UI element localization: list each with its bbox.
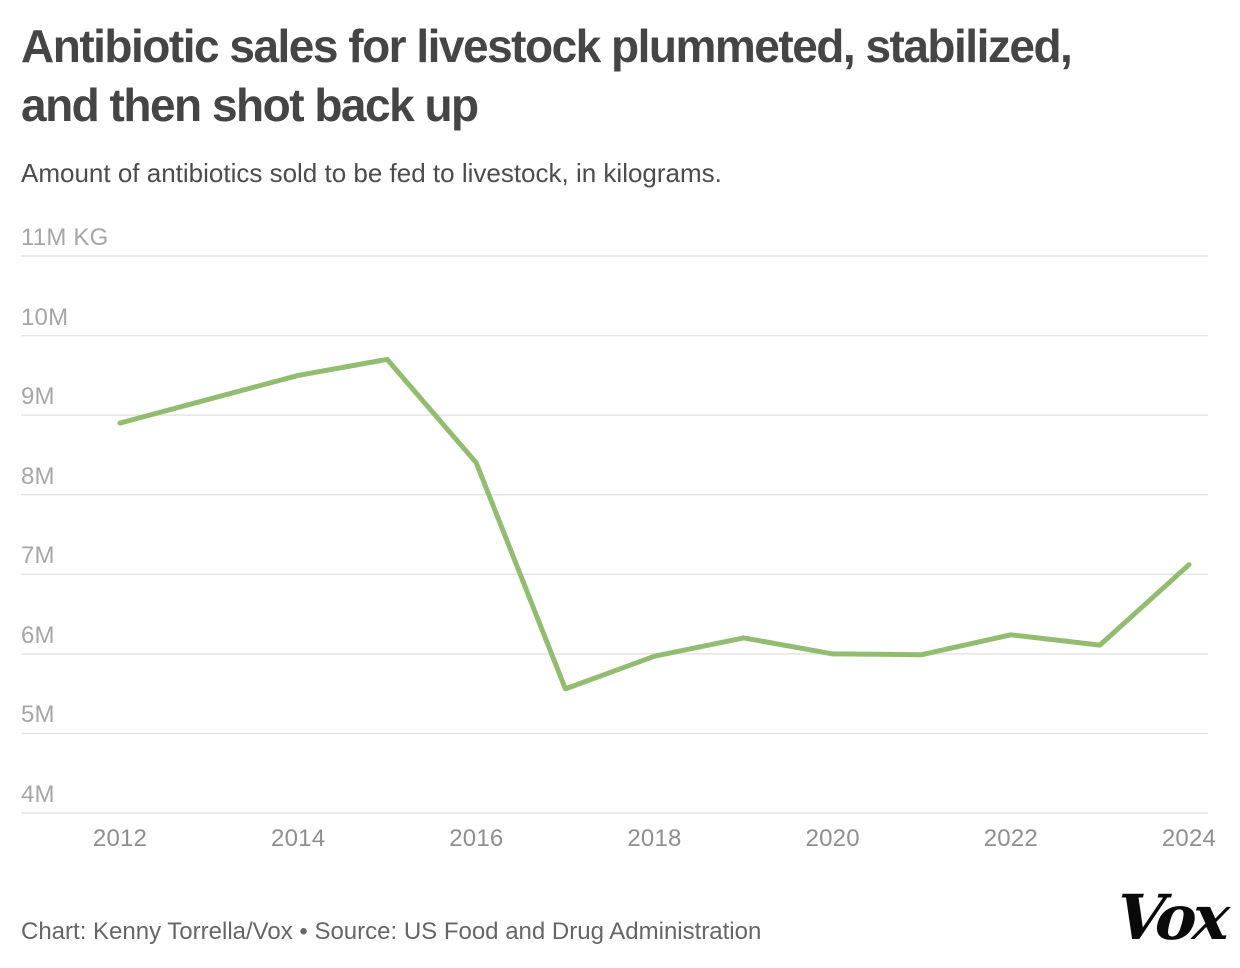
credit-source-text: Chart: Kenny Torrella/Vox • Source: US F… — [21, 918, 762, 945]
y-axis-label: 9M — [21, 383, 55, 411]
x-axis-label: 2020 — [805, 825, 860, 852]
x-axis-label: 2022 — [983, 825, 1038, 852]
chart-subtitle: Amount of antibiotics sold to be fed to … — [21, 158, 722, 188]
x-axis-label: 2024 — [1161, 825, 1217, 852]
y-axis-label: 4M — [21, 780, 55, 808]
y-axis-label: 6M — [21, 621, 55, 649]
chart-title: Antibiotic sales for livestock plummeted… — [21, 17, 1221, 135]
y-axis-label: 8M — [21, 462, 55, 490]
y-axis-label: 11M KG — [21, 224, 109, 251]
chart-title-line-1: Antibiotic sales for livestock plummeted… — [21, 20, 1073, 72]
x-axis-label: 2014 — [271, 825, 326, 852]
y-axis-label: 7M — [21, 542, 55, 570]
y-axis-label: 10M — [21, 303, 69, 331]
chart-title-line-2: and then shot back up — [21, 79, 479, 131]
x-axis-label: 2016 — [449, 825, 504, 852]
x-axis-label: 2018 — [627, 825, 682, 852]
data-line — [117, 356, 1192, 692]
y-axis-label: 5M — [21, 701, 55, 729]
vox-logo: Vox — [1114, 881, 1229, 954]
x-axis-label: 2012 — [92, 825, 148, 852]
